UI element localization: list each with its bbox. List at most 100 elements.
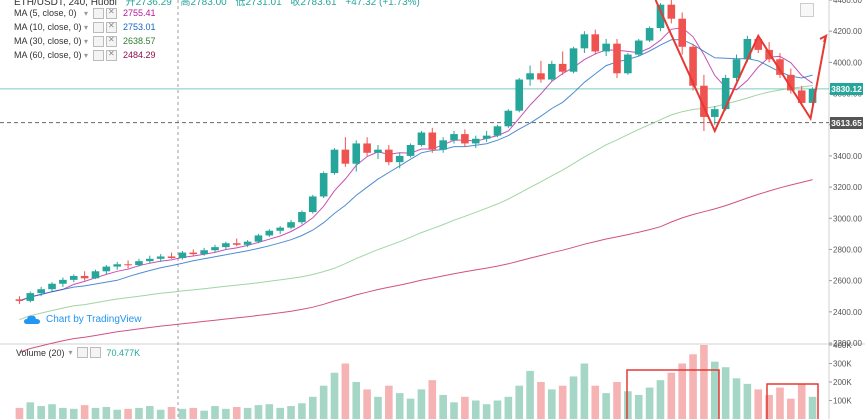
open-value: 开2736.29 bbox=[125, 0, 172, 8]
volume-tick-label: 400K bbox=[833, 341, 852, 350]
eye-icon[interactable] bbox=[93, 7, 105, 19]
candle-body bbox=[667, 4, 676, 19]
volume-bar bbox=[298, 403, 306, 419]
volume-bar bbox=[602, 393, 610, 419]
candle-body bbox=[634, 40, 643, 55]
volume-bar bbox=[667, 372, 676, 419]
volume-bar bbox=[308, 396, 317, 419]
volume-bar bbox=[754, 389, 763, 419]
price-tick-label: 2600.00 bbox=[833, 277, 862, 286]
volume-bar bbox=[48, 404, 56, 419]
eye-icon[interactable] bbox=[93, 21, 105, 33]
volume-bar bbox=[167, 406, 176, 419]
candle-body bbox=[569, 48, 578, 72]
candle-body bbox=[341, 149, 350, 164]
price-tick-label: 3200.00 bbox=[833, 183, 862, 192]
volume-bar bbox=[439, 394, 447, 419]
price-tick-label: 4000.00 bbox=[833, 58, 862, 67]
volume-bar bbox=[200, 410, 208, 419]
close-icon[interactable] bbox=[106, 21, 118, 33]
candle-body bbox=[91, 271, 100, 279]
candle-body bbox=[102, 266, 111, 272]
candle-body bbox=[613, 43, 621, 74]
current-price-tag: 3830.12 bbox=[830, 82, 863, 95]
line-price-label: 3613.65 bbox=[831, 117, 862, 128]
candle-body bbox=[80, 275, 89, 279]
candle-body bbox=[450, 134, 458, 141]
candle-body bbox=[482, 135, 491, 139]
candle-body bbox=[645, 28, 654, 41]
volume-bar bbox=[613, 382, 621, 419]
volume-bar bbox=[634, 394, 643, 419]
price-tick-label: 2800.00 bbox=[833, 245, 862, 254]
volume-bar bbox=[548, 389, 556, 419]
cloud-icon bbox=[24, 315, 40, 324]
candle-body bbox=[721, 77, 730, 110]
close-icon[interactable] bbox=[89, 347, 101, 358]
volume-bar bbox=[395, 393, 404, 419]
ma-label: MA (60, close, 0) bbox=[14, 50, 82, 60]
price-tick-label: 2200.00 bbox=[833, 339, 862, 348]
ma-value: 2638.57 bbox=[123, 36, 156, 46]
candle-body bbox=[15, 299, 24, 301]
close-icon[interactable] bbox=[106, 49, 118, 61]
chevron-down-icon[interactable]: ▾ bbox=[84, 22, 89, 32]
volume-bar bbox=[678, 363, 686, 419]
chevron-down-icon[interactable]: ▾ bbox=[84, 8, 89, 18]
chevron-down-icon[interactable]: ▾ bbox=[68, 348, 73, 357]
chevron-down-icon[interactable]: ▾ bbox=[84, 50, 89, 60]
candle-body bbox=[385, 149, 393, 163]
volume-bar bbox=[776, 387, 784, 419]
price-tick-label: 3400.00 bbox=[833, 152, 862, 161]
candle-body bbox=[135, 261, 143, 266]
candle-body bbox=[352, 143, 361, 164]
close-value: 收2783.61 bbox=[290, 0, 337, 8]
volume-bar bbox=[624, 391, 632, 419]
volume-bar bbox=[156, 409, 165, 419]
volume-bar bbox=[808, 396, 817, 419]
arrowhead-icon bbox=[819, 33, 828, 43]
volume-bar bbox=[254, 405, 263, 419]
volume-bar bbox=[80, 405, 89, 419]
candle-body bbox=[700, 85, 708, 117]
volume-bar bbox=[558, 385, 567, 419]
volume-bar bbox=[341, 363, 350, 419]
volume-bar bbox=[537, 382, 545, 419]
volume-bar bbox=[222, 408, 230, 419]
eye-icon[interactable] bbox=[93, 49, 105, 61]
candle-body bbox=[69, 275, 78, 280]
candle-body bbox=[580, 34, 589, 49]
volume-bar bbox=[69, 408, 78, 419]
volume-bar bbox=[211, 406, 219, 419]
volume-highlight-box bbox=[766, 383, 819, 419]
candle-body bbox=[59, 279, 67, 284]
eye-icon[interactable] bbox=[76, 347, 88, 358]
close-icon[interactable] bbox=[106, 7, 118, 19]
ma-label: MA (5, close, 0) bbox=[14, 8, 77, 18]
volume-bar bbox=[732, 378, 741, 419]
candle-body bbox=[48, 283, 56, 290]
candle-body bbox=[461, 134, 469, 144]
volume-bar bbox=[385, 385, 393, 419]
price-tick-label: 4400.00 bbox=[833, 0, 862, 5]
close-icon[interactable] bbox=[106, 35, 118, 47]
volume-bar bbox=[710, 361, 719, 419]
volume-bar bbox=[374, 396, 382, 419]
volume-bar bbox=[26, 402, 35, 419]
eye-icon[interactable] bbox=[93, 35, 105, 47]
candle-body bbox=[548, 63, 556, 80]
tradingview-watermark[interactable]: Chart by TradingView bbox=[24, 314, 141, 325]
candle-body bbox=[330, 149, 339, 174]
candle-body bbox=[754, 38, 763, 50]
chevron-down-icon[interactable]: ▾ bbox=[84, 36, 89, 46]
volume-bar bbox=[417, 389, 426, 419]
volume-bar bbox=[124, 408, 132, 419]
volume-bar bbox=[645, 387, 654, 419]
candle-body bbox=[710, 109, 719, 117]
volume-bar bbox=[189, 407, 198, 419]
settings-button[interactable] bbox=[800, 3, 814, 17]
volume-bar bbox=[471, 400, 480, 419]
candle-body bbox=[515, 79, 524, 111]
volume-bar bbox=[287, 406, 295, 419]
